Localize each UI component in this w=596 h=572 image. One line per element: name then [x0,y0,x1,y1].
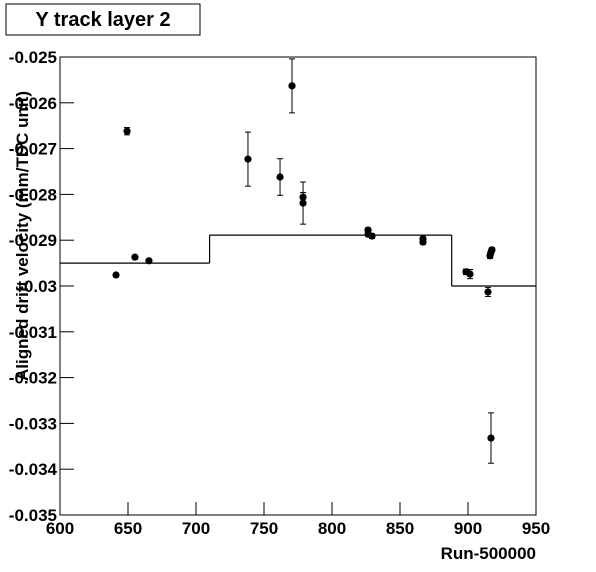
x-tick-label: 700 [182,519,210,538]
y-tick-label: -0.028 [9,185,57,204]
point [488,246,496,254]
y-tick-label: -0.032 [9,369,57,388]
y-tick-label: -0.027 [9,140,57,159]
point [299,199,307,207]
point [419,238,427,246]
y-tick-label: -0.025 [9,48,57,67]
point [276,173,284,181]
point [368,232,376,240]
point [112,271,120,279]
point [145,257,153,265]
x-tick-label: 950 [522,519,550,538]
x-tick-label: 900 [454,519,482,538]
point [487,434,495,442]
point [484,288,492,296]
y-tick-label: -0.033 [9,414,57,433]
point [288,82,296,90]
chart-title: Y track layer 2 [35,9,170,31]
y-axis-label: Aligned drift velocity (mm/TDC unit) [13,91,32,381]
point [244,155,252,163]
point [466,270,474,278]
y-tick-label: -0.031 [9,323,57,342]
y-tick-label: -0.034 [9,460,58,479]
y-tick-label: -0.035 [9,506,57,525]
y-tick-label: -0.029 [9,231,57,250]
point [131,253,139,261]
x-tick-label: 850 [386,519,414,538]
x-tick-label: 750 [250,519,278,538]
x-axis-label: Run-500000 [441,544,536,563]
point [123,127,131,135]
x-tick-label: 600 [46,519,74,538]
y-tick-label: -0.03 [18,277,57,296]
y-tick-label: -0.026 [9,94,57,113]
x-tick-label: 650 [114,519,142,538]
title-box [5,3,201,36]
x-tick-label: 800 [318,519,346,538]
